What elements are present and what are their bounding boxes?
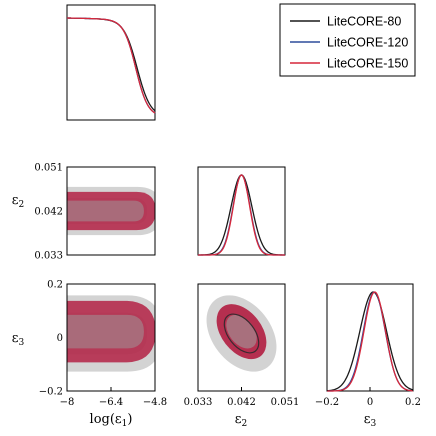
xtick-eps2-0: 0.033 [184, 397, 213, 408]
marginal-eps1-LiteCORE-150 [66, 17, 156, 114]
xtick-eps3-2: 0.2 [405, 397, 421, 408]
ylabel-eps3: ε3 [12, 331, 25, 348]
marginal-eps3-LiteCORE-80 [326, 291, 414, 392]
marginal-eps3-LiteCORE-150 [327, 291, 414, 392]
ytick-eps3-2: 0.2 [47, 280, 63, 291]
marginal-eps2-LiteCORE-150 [198, 174, 285, 256]
xtick-eps1-2: −4.8 [143, 397, 167, 408]
xlabel-eps3: ε3 [364, 412, 377, 429]
xtick-eps3-1: 0 [367, 397, 373, 408]
ytick-eps2-0: 0.033 [34, 251, 63, 262]
contour-eps3-eps1-LiteCORE-150-inner [67, 314, 144, 349]
contour-eps3-eps2-outline [223, 313, 260, 354]
xlabel-eps1: log(ε1) [90, 412, 133, 429]
legend-label-LiteCORE-150: LiteCORE-150 [327, 57, 408, 71]
ytick-eps3-1: 0 [57, 333, 63, 344]
ytick-eps3-0: −0.2 [39, 387, 63, 398]
panel-eps3-marginal [326, 283, 414, 392]
panel-eps2-vs-eps1 [66, 166, 156, 256]
legend-label-LiteCORE-120: LiteCORE-120 [327, 36, 408, 50]
xtick-eps1-1: −6.4 [99, 397, 123, 408]
xtick-eps3-0: −0.2 [315, 397, 339, 408]
legend: LiteCORE-80 LiteCORE-120 LiteCORE-150 [279, 3, 416, 77]
xtick-eps2-1: 0.042 [227, 397, 256, 408]
panel-eps1-marginal [66, 4, 156, 121]
panel-eps3-vs-eps2 [197, 283, 286, 392]
xtick-eps1-0: −8 [60, 397, 75, 408]
marginal-eps1-LiteCORE-120 [66, 17, 156, 114]
marginal-eps2-LiteCORE-120 [198, 174, 285, 256]
panel-eps3-vs-eps1 [66, 283, 156, 392]
marginal-eps1-LiteCORE-80 [66, 17, 156, 112]
marginal-eps3-LiteCORE-120 [327, 291, 414, 392]
ytick-eps2-2: 0.051 [34, 163, 63, 174]
legend-label-LiteCORE-80: LiteCORE-80 [327, 15, 401, 29]
xlabel-eps2: ε2 [235, 412, 247, 429]
panel-eps2-marginal [197, 166, 286, 256]
marginal-eps2-LiteCORE-80 [197, 174, 286, 256]
contour-eps2-eps1-LiteCORE-150-inner [67, 200, 144, 222]
ytick-eps2-1: 0.042 [34, 207, 63, 218]
xtick-eps2-2: 0.051 [271, 397, 300, 408]
ylabel-eps2: ε2 [12, 193, 24, 210]
